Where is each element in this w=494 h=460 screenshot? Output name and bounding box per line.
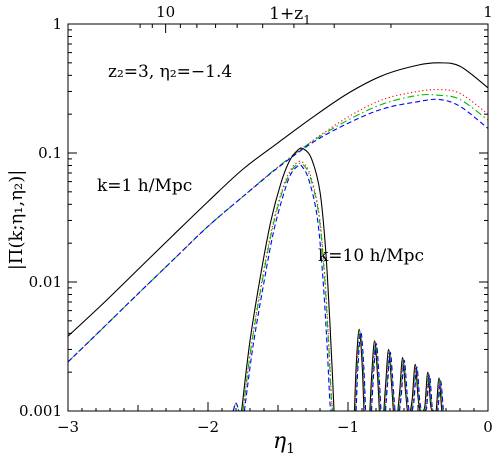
k10-dashdot-oscillation xyxy=(370,342,382,412)
top-axis-label: 1+z1 xyxy=(269,4,311,27)
k10-dashdot-oscillation xyxy=(355,331,366,412)
x-tick-label: 0 xyxy=(483,418,493,436)
x-tick-label: −1 xyxy=(337,418,359,436)
k10-solid-oscillation xyxy=(383,348,394,412)
k10-dotted-oscillation xyxy=(397,358,409,412)
k10-annotation: k=10 h/Mpc xyxy=(318,246,424,266)
k10-dashed-oscillation xyxy=(384,351,396,412)
k10-dashdot-lobe xyxy=(242,162,334,412)
k10-solid-oscillation xyxy=(369,340,380,412)
y-tick-label: 1 xyxy=(52,15,62,33)
k10-dotted-oscillation xyxy=(383,350,395,412)
k10-dotted-lobe xyxy=(242,160,334,412)
y-tick-label: 0.1 xyxy=(38,144,62,162)
k10-dashed-oscillation xyxy=(370,343,382,412)
k1-annotation: k=1 h/Mpc xyxy=(97,176,192,196)
k10-dashed-tail xyxy=(232,402,240,412)
k1-solid-line xyxy=(67,62,489,337)
curves xyxy=(67,62,489,412)
k10-dashdot-oscillation xyxy=(423,373,435,412)
k1-dotted-line xyxy=(67,88,489,363)
x-axis-label: η1 xyxy=(273,429,295,457)
x-tick-label: −2 xyxy=(197,418,219,436)
parameter-annotation: z₂=3, η₂=−1.4 xyxy=(108,62,232,82)
y-tick-label: 0.001 xyxy=(19,402,62,420)
top-tick-label: 10 xyxy=(156,3,175,21)
k1-dashed-line xyxy=(67,98,489,363)
k10-dashed-oscillation xyxy=(424,374,435,412)
y-axis-label: |Π(k;η₁,η₂)| xyxy=(6,170,27,271)
k10-dashed-oscillation xyxy=(398,359,410,412)
plot-frame xyxy=(67,23,489,412)
k10-dashed-lobe xyxy=(243,164,332,412)
y-tick-label: 0.01 xyxy=(29,273,62,291)
x-tick-label: −3 xyxy=(57,418,79,436)
top-tick-label: 1 xyxy=(483,3,493,21)
k10-solid-oscillation xyxy=(353,328,365,412)
k10-solid-oscillation xyxy=(409,363,421,412)
k10-dotted-oscillation xyxy=(354,330,366,412)
k1-dashdot-line xyxy=(67,93,489,363)
axis-ticks: −3 −2 −1 0 10 1 0.001 0.01 0.1 1 xyxy=(19,3,493,436)
k10-dashed-oscillation xyxy=(411,366,423,412)
k10-solid-lobe xyxy=(241,147,335,412)
k10-dotted-oscillation xyxy=(369,341,381,412)
